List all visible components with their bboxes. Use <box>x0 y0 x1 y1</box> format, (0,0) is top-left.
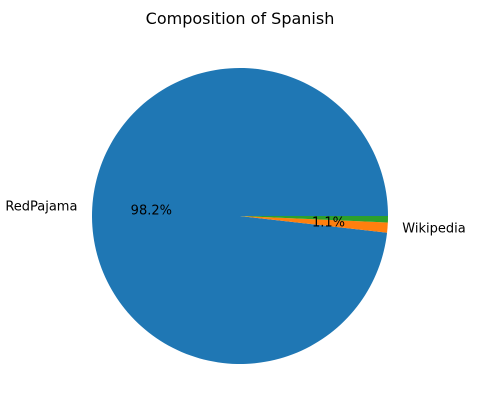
slice-label-wikipedia: Wikipedia <box>402 221 465 236</box>
pie-slice-other <box>240 216 388 223</box>
pie-slice-redpajama <box>92 68 389 365</box>
slice-pct-label-redpajama: 98.2% <box>131 203 172 218</box>
chart-title: Composition of Spanish <box>146 9 335 28</box>
slice-pct-label-wikipedia: 1.1% <box>312 215 345 230</box>
slice-label-redpajama: RedPajama <box>5 199 77 214</box>
pie-labels: RedPajama 98.2% Wikipedia 1.1% <box>5 199 465 236</box>
pie-slice-wikipedia <box>240 216 388 233</box>
pie-slices <box>92 68 389 365</box>
